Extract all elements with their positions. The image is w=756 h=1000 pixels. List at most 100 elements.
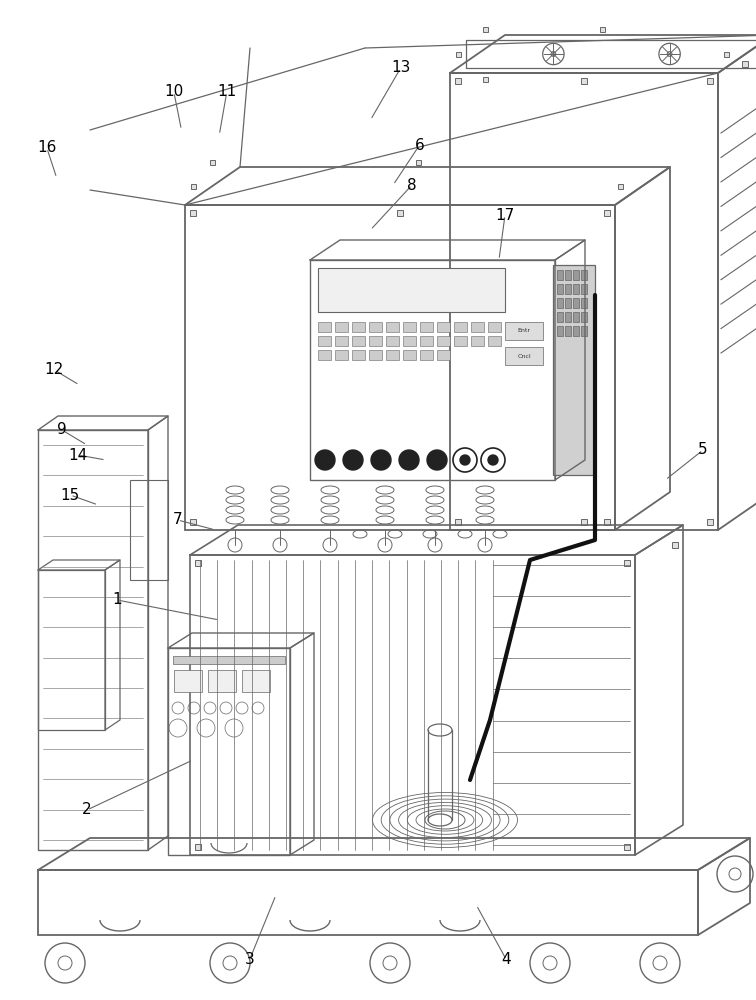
Bar bbox=[38, 570, 105, 730]
Bar bbox=[581, 270, 587, 280]
Text: Cncl: Cncl bbox=[517, 354, 531, 359]
Bar bbox=[318, 336, 331, 346]
Bar bbox=[505, 347, 543, 365]
Bar bbox=[707, 519, 713, 525]
Bar bbox=[420, 350, 433, 360]
Bar bbox=[437, 322, 450, 332]
Bar bbox=[190, 519, 196, 525]
Circle shape bbox=[371, 450, 391, 470]
Bar bbox=[190, 210, 196, 216]
Bar bbox=[38, 870, 698, 935]
Bar bbox=[581, 519, 587, 525]
Bar bbox=[565, 326, 571, 336]
Bar bbox=[723, 51, 729, 56]
Circle shape bbox=[460, 455, 470, 465]
Bar bbox=[185, 205, 615, 530]
Bar bbox=[600, 26, 605, 31]
Text: 11: 11 bbox=[217, 85, 237, 100]
Circle shape bbox=[315, 450, 335, 470]
Text: 17: 17 bbox=[495, 208, 515, 223]
Bar bbox=[209, 159, 215, 164]
Bar bbox=[168, 648, 290, 855]
Bar bbox=[482, 26, 488, 31]
Bar bbox=[581, 78, 587, 84]
Bar bbox=[488, 336, 501, 346]
Bar bbox=[174, 670, 202, 692]
Bar bbox=[455, 78, 461, 84]
Bar bbox=[369, 322, 382, 332]
Text: 16: 16 bbox=[37, 140, 57, 155]
Bar bbox=[386, 336, 399, 346]
Bar bbox=[352, 350, 365, 360]
Bar bbox=[557, 326, 563, 336]
Bar bbox=[454, 336, 467, 346]
Bar bbox=[369, 350, 382, 360]
Circle shape bbox=[343, 450, 363, 470]
Text: 13: 13 bbox=[391, 60, 411, 76]
Text: 15: 15 bbox=[60, 488, 80, 502]
Bar bbox=[624, 560, 630, 566]
Circle shape bbox=[399, 450, 419, 470]
Bar bbox=[397, 210, 403, 216]
Circle shape bbox=[488, 455, 498, 465]
Bar bbox=[195, 560, 201, 566]
Bar bbox=[565, 312, 571, 322]
Text: 2: 2 bbox=[82, 802, 91, 818]
Bar bbox=[573, 312, 579, 322]
Bar bbox=[191, 184, 196, 188]
Text: 12: 12 bbox=[45, 362, 64, 377]
Bar bbox=[437, 350, 450, 360]
Bar bbox=[318, 322, 331, 332]
Bar bbox=[403, 350, 416, 360]
Bar bbox=[557, 298, 563, 308]
Bar bbox=[488, 322, 501, 332]
Bar bbox=[173, 656, 285, 664]
Bar bbox=[482, 77, 488, 82]
Bar bbox=[742, 61, 748, 67]
Bar bbox=[581, 298, 587, 308]
Text: 9: 9 bbox=[57, 422, 67, 438]
Bar bbox=[416, 159, 420, 164]
Bar bbox=[573, 326, 579, 336]
Bar bbox=[335, 322, 348, 332]
Text: 3: 3 bbox=[245, 952, 254, 968]
Bar bbox=[471, 322, 484, 332]
Bar bbox=[604, 210, 610, 216]
Text: 8: 8 bbox=[407, 178, 417, 192]
Bar bbox=[369, 336, 382, 346]
Bar bbox=[242, 670, 270, 692]
Bar bbox=[557, 284, 563, 294]
Text: Entr: Entr bbox=[518, 328, 531, 334]
Bar bbox=[618, 184, 622, 188]
Bar bbox=[573, 298, 579, 308]
Bar bbox=[190, 555, 635, 855]
Bar bbox=[386, 350, 399, 360]
Bar bbox=[581, 312, 587, 322]
Bar bbox=[565, 270, 571, 280]
Bar bbox=[557, 312, 563, 322]
Text: 4: 4 bbox=[502, 952, 511, 968]
Bar bbox=[335, 336, 348, 346]
Bar bbox=[624, 844, 630, 850]
Bar bbox=[38, 430, 148, 850]
Circle shape bbox=[427, 450, 447, 470]
Bar bbox=[553, 265, 595, 475]
Bar bbox=[573, 270, 579, 280]
Text: 14: 14 bbox=[68, 448, 88, 462]
Bar bbox=[565, 284, 571, 294]
Bar bbox=[386, 322, 399, 332]
Bar bbox=[557, 270, 563, 280]
Bar bbox=[505, 322, 543, 340]
Bar bbox=[335, 350, 348, 360]
Bar bbox=[450, 73, 718, 530]
Bar bbox=[310, 260, 555, 480]
Bar bbox=[420, 322, 433, 332]
Bar bbox=[130, 480, 168, 580]
Text: 5: 5 bbox=[699, 442, 708, 458]
Bar bbox=[581, 284, 587, 294]
Bar bbox=[420, 336, 433, 346]
Bar bbox=[581, 326, 587, 336]
Text: 6: 6 bbox=[415, 137, 424, 152]
Bar bbox=[707, 78, 713, 84]
Bar bbox=[672, 542, 678, 548]
